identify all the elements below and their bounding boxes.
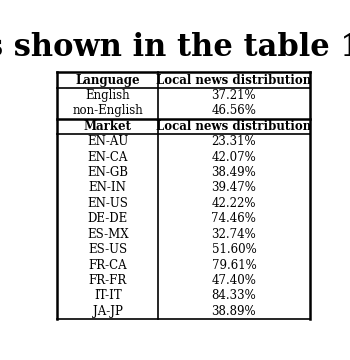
Text: 23.31%: 23.31% xyxy=(212,135,256,148)
Text: 38.49%: 38.49% xyxy=(211,166,256,179)
Text: EN-GB: EN-GB xyxy=(87,166,128,179)
Text: FR-CA: FR-CA xyxy=(89,258,127,271)
Text: non-English: non-English xyxy=(72,104,143,117)
Text: 38.89%: 38.89% xyxy=(212,305,256,318)
Text: 51.60%: 51.60% xyxy=(211,243,256,256)
Text: Language: Language xyxy=(76,73,140,86)
Text: EN-IN: EN-IN xyxy=(89,181,127,194)
Text: EN-CA: EN-CA xyxy=(88,150,128,163)
Text: 42.22%: 42.22% xyxy=(212,197,256,210)
Text: 74.46%: 74.46% xyxy=(211,212,256,225)
Text: 39.47%: 39.47% xyxy=(211,181,256,194)
Text: s shown in the table 1.: s shown in the table 1. xyxy=(0,32,350,63)
Text: 37.21%: 37.21% xyxy=(212,89,256,102)
Text: 46.56%: 46.56% xyxy=(211,104,256,117)
Text: 32.74%: 32.74% xyxy=(211,228,256,241)
Text: Local news distribution: Local news distribution xyxy=(156,120,312,133)
Text: JA-JP: JA-JP xyxy=(93,305,123,318)
Text: Local news distribution: Local news distribution xyxy=(156,73,312,86)
Text: EN-US: EN-US xyxy=(88,197,128,210)
Text: FR-FR: FR-FR xyxy=(89,274,127,287)
Text: 84.33%: 84.33% xyxy=(211,289,256,302)
Text: IT-IT: IT-IT xyxy=(94,289,122,302)
Text: 42.07%: 42.07% xyxy=(211,150,256,163)
Text: EN-AU: EN-AU xyxy=(87,135,128,148)
Text: English: English xyxy=(85,89,130,102)
Text: ES-MX: ES-MX xyxy=(87,228,128,241)
Text: 47.40%: 47.40% xyxy=(211,274,256,287)
Text: ES-US: ES-US xyxy=(88,243,127,256)
Text: DE-DE: DE-DE xyxy=(88,212,128,225)
Text: Market: Market xyxy=(84,120,132,133)
Text: 79.61%: 79.61% xyxy=(211,258,256,271)
